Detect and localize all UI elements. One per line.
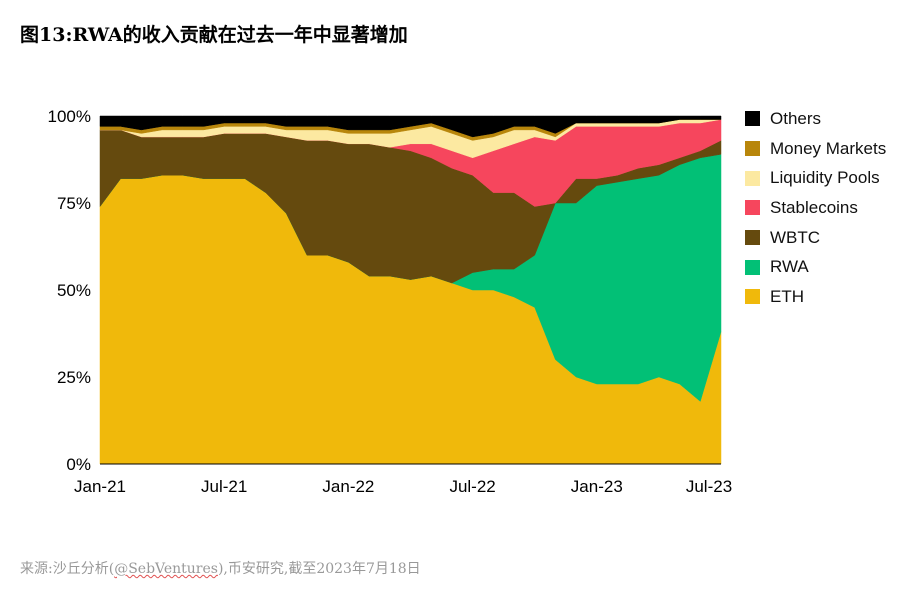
legend-swatch-eth (745, 289, 760, 305)
legend-item-eth: ETH (745, 282, 886, 312)
axes-layer: 0% 25% 50% 75% 100% Jan-21 Jul-21 Jan-22 Jul-22 J… (48, 107, 733, 496)
y-tick-label: 25% (57, 368, 91, 387)
legend-swatch-stablecoins (745, 200, 760, 216)
y-tick-label: 0% (66, 455, 91, 474)
source-handle: @SebVentures (114, 561, 218, 577)
x-tick-label: Jan-21 (74, 477, 126, 496)
source-prefix: 来源:沙丘分析( (20, 561, 115, 577)
legend-label-liquidity-pools: Liquidity Pools (770, 168, 880, 188)
legend-label-money-markets: Money Markets (770, 138, 887, 158)
legend-swatch-wbtc (745, 230, 760, 246)
source-note: 来源:沙丘分析(@SebVentures),币安研究,截至2023年7月18日 (20, 558, 421, 578)
legend-swatch-liquidity-pools (745, 170, 760, 186)
y-tick-label: 50% (57, 281, 91, 300)
legend-label-eth: ETH (770, 286, 804, 306)
area-layer (99, 115, 722, 465)
area-others (99, 115, 722, 138)
x-tick-label: Jan-22 (322, 477, 374, 496)
legend-item-others: Others (745, 104, 886, 134)
legend-label-stablecoins: Stablecoins (770, 197, 858, 217)
x-tick-label: Jan-23 (571, 477, 623, 496)
chart-title: 图13:RWA的收入贡献在过去一年中显著增加 (20, 24, 408, 46)
x-tick-label: Jul-21 (201, 477, 247, 496)
legend-swatch-rwa (745, 259, 760, 275)
legend-label-wbtc: WBTC (770, 227, 821, 247)
legend-item-rwa: RWA (745, 252, 886, 282)
x-tick-label: Jul-23 (686, 477, 732, 496)
legend-label-others: Others (770, 108, 822, 128)
legend-swatch-money-markets (745, 141, 760, 157)
y-tick-label: 100% (48, 107, 91, 126)
legend-item-money-markets: Money Markets (745, 134, 886, 164)
legend: Others Money Markets Liquidity Pools Sta… (745, 104, 886, 312)
legend-swatch-others (745, 111, 760, 127)
y-tick-label: 75% (57, 194, 91, 213)
legend-item-liquidity-pools: Liquidity Pools (745, 163, 886, 193)
legend-item-wbtc: WBTC (745, 223, 886, 253)
legend-label-rwa: RWA (770, 257, 809, 277)
legend-item-stablecoins: Stablecoins (745, 193, 886, 223)
x-tick-label: Jul-22 (449, 477, 495, 496)
source-suffix: ),币安研究,截至2023年7月18日 (217, 561, 421, 577)
